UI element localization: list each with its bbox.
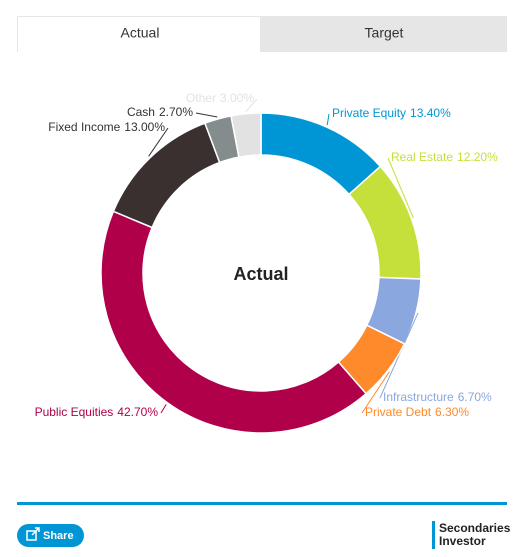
share-label[interactable]: Share (43, 530, 74, 542)
center-label: Actual (233, 264, 288, 284)
share-icon (26, 527, 40, 541)
data-label: Public Equities 42.70% (35, 405, 159, 419)
label-name: Infrastructure (383, 390, 454, 404)
donut-segment (230, 112, 262, 158)
label-value: 2.70% (159, 105, 193, 119)
leader-line (387, 157, 414, 219)
data-label: Real Estate 12.20% (391, 150, 498, 164)
label-name: Fixed Income (48, 120, 120, 134)
leader-line (148, 127, 169, 157)
donut-chart: Private Equity 13.40% Real Estate 12.20% Inf… (35, 91, 498, 434)
donut-segment (112, 122, 221, 229)
label-value: 42.70% (117, 405, 158, 419)
tab-label[interactable]: Target (365, 25, 404, 41)
label-name: Private Debt (365, 405, 432, 419)
label-name: Private Equity (332, 106, 406, 120)
label-value: 6.30% (435, 405, 469, 419)
brand-text: Investor (439, 534, 486, 548)
brand-text: Secondaries (439, 521, 511, 535)
share-button[interactable] (17, 524, 84, 547)
label-value: 13.40% (410, 106, 451, 120)
leader-line (160, 404, 167, 414)
data-label: Private Debt 6.30% (365, 405, 469, 419)
leader-line (326, 113, 330, 126)
label-value: 3.00% (220, 91, 254, 105)
leader-line (245, 98, 258, 113)
divider (17, 502, 507, 505)
label-value: 12.20% (457, 150, 498, 164)
data-label: Infrastructure 6.70% (383, 390, 492, 404)
leader-line (195, 112, 218, 118)
label-name: Other (186, 91, 216, 105)
label-value: 13.00% (124, 120, 165, 134)
data-label: Private Equity 13.40% (332, 106, 451, 120)
data-label: Cash 2.70% (127, 105, 193, 119)
label-name: Real Estate (391, 150, 453, 164)
tab-label[interactable]: Actual (121, 25, 160, 41)
data-label: Fixed Income 13.00% (48, 120, 165, 134)
label-name: Public Equities (35, 405, 114, 419)
leader-line (361, 371, 390, 414)
data-label: Other 3.00% (186, 91, 254, 105)
brand-bar (432, 521, 435, 549)
donut-segment (100, 210, 368, 434)
tab-active[interactable] (18, 17, 260, 53)
label-name: Cash (127, 105, 155, 119)
label-value: 6.70% (458, 390, 492, 404)
